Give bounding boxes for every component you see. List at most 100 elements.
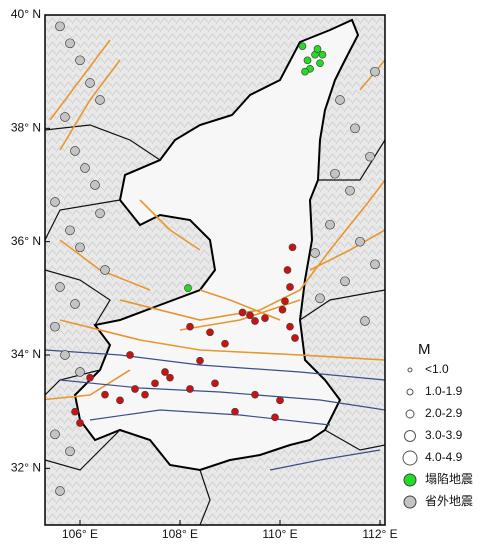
quake-point — [310, 248, 320, 258]
quake-point — [184, 284, 192, 292]
quake-point — [315, 293, 325, 304]
quake-point — [276, 396, 284, 405]
quake-point — [340, 276, 350, 287]
quake-point — [85, 78, 95, 88]
layers — [45, 18, 385, 525]
quake-point — [278, 305, 287, 314]
x-tick-label: 112° E — [362, 527, 397, 541]
legend-size-symbol — [404, 430, 416, 442]
quake-point — [75, 367, 85, 377]
quake-point — [335, 95, 345, 105]
legend-label: 省外地震 — [425, 494, 473, 508]
quake-point — [50, 429, 60, 440]
quake-point — [60, 112, 70, 122]
legend-size-label: <1.0 — [425, 362, 449, 376]
quake-point — [313, 45, 322, 53]
series-0 — [184, 42, 327, 292]
quake-point — [261, 314, 269, 323]
quake-point — [161, 368, 169, 376]
quake-point — [206, 328, 214, 337]
quake-point — [95, 95, 105, 105]
map-frame — [44, 14, 386, 526]
y-tick-label: 38° N — [11, 121, 41, 135]
quake-point — [75, 242, 85, 253]
y-tick-label: 40° N — [11, 7, 41, 21]
quake-point — [211, 379, 219, 388]
quake-point — [100, 265, 110, 275]
legend-size-label: 2.0-2.9 — [425, 406, 463, 420]
legend-size-symbol — [406, 388, 414, 396]
quake-point — [251, 317, 259, 325]
quake-point — [70, 146, 80, 156]
quake-point — [65, 446, 75, 457]
blue-faults — [45, 349, 385, 471]
series-2 — [50, 21, 380, 496]
quake-point — [65, 225, 75, 236]
legend-size-symbol — [402, 450, 418, 466]
series-1 — [71, 243, 299, 427]
quake-point — [271, 413, 279, 422]
quake-point — [251, 390, 259, 399]
quake-point — [365, 151, 375, 162]
legend-size-label: 3.0-3.9 — [425, 428, 463, 442]
legend-size-label: 1.0-1.9 — [425, 384, 463, 398]
quake-point — [286, 322, 294, 331]
quake-point — [318, 50, 327, 59]
quake-point — [325, 219, 335, 230]
quake-point — [345, 185, 355, 196]
quake-point — [350, 123, 360, 134]
y-tick-label: 32° N — [11, 461, 41, 475]
quake-point — [101, 390, 109, 399]
y-tick-label: 34° N — [11, 347, 41, 361]
legend-symbol — [403, 495, 417, 509]
quake-point — [151, 379, 159, 388]
quake-point — [196, 356, 204, 365]
fault-lines — [45, 39, 385, 401]
quake-point — [126, 351, 134, 359]
quake-point — [76, 419, 84, 427]
quake-point — [71, 407, 79, 416]
quake-point — [95, 208, 105, 219]
quake-point — [55, 282, 65, 292]
quake-point — [355, 236, 365, 247]
quake-point — [303, 56, 312, 65]
quake-point — [90, 180, 100, 190]
quake-point — [60, 350, 70, 360]
legend-size-symbol — [407, 367, 413, 373]
quake-point — [238, 308, 247, 317]
quake-point — [70, 299, 80, 309]
quake-point — [80, 163, 90, 173]
quake-point — [186, 385, 194, 393]
quake-point — [298, 42, 307, 51]
x-tick-label: 108° E — [162, 527, 198, 541]
quake-point — [186, 322, 194, 331]
quake-point — [50, 197, 60, 207]
legend-symbol — [403, 473, 417, 487]
quake-point — [370, 66, 380, 77]
x-tick-label: 110° E — [262, 527, 297, 541]
quake-point — [286, 283, 294, 291]
quake-point — [330, 168, 340, 179]
legend-title: M — [418, 341, 431, 358]
quake-point — [141, 390, 149, 399]
x-tick-label: 106° E — [62, 527, 98, 541]
quake-point — [55, 21, 65, 32]
quake-point — [166, 373, 174, 382]
quake-point — [316, 59, 324, 68]
quake-point — [360, 316, 370, 326]
y-tick-label: 36° N — [11, 234, 41, 248]
quake-point — [288, 243, 297, 252]
quake-point — [86, 373, 94, 382]
quake-point — [301, 67, 309, 76]
legend-size-symbol — [405, 409, 415, 419]
quake-point — [116, 396, 124, 405]
quake-point — [283, 266, 292, 274]
quake-point — [65, 38, 75, 49]
quake-point — [281, 297, 289, 306]
quake-point — [131, 385, 139, 393]
quake-point — [75, 55, 85, 66]
quake-point — [291, 334, 299, 342]
quake-point — [50, 321, 60, 332]
province-outline — [73, 18, 360, 472]
